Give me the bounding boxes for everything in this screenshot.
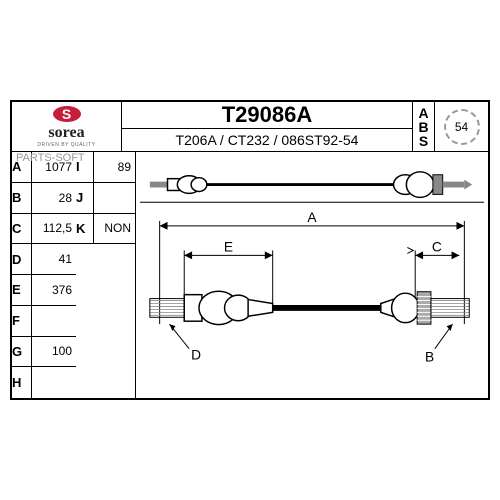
spec-row: F	[12, 306, 76, 337]
spec-key: J	[76, 183, 94, 213]
spec-row	[76, 367, 135, 398]
spec-value	[32, 306, 76, 336]
spec-value: NON	[94, 214, 135, 244]
dim-b-label: B	[425, 349, 434, 364]
header: S sorea DRIVEN BY QUALITY T29086A T206A …	[12, 102, 488, 152]
spec-row	[76, 306, 135, 337]
logo-area: S sorea DRIVEN BY QUALITY	[12, 102, 122, 151]
spec-row: G100	[12, 337, 76, 368]
watermark: PARTS-SOFT	[16, 152, 85, 164]
spec-value: 89	[94, 152, 135, 182]
part-number: T29086A	[122, 102, 412, 129]
spec-value: 28	[32, 183, 76, 213]
left-spline	[150, 299, 184, 318]
spec-key: G	[12, 337, 32, 367]
spec-table-right: I89JKNON	[76, 152, 136, 398]
dim-e-label: E	[224, 239, 233, 254]
body: A1077B28C112,5D41E376FG100H I89JKNON	[12, 152, 488, 398]
spec-row: E376	[12, 275, 76, 306]
spec-row: B28	[12, 183, 76, 214]
spec-table-left: A1077B28C112,5D41E376FG100H	[12, 152, 76, 398]
spec-row	[76, 337, 135, 368]
spec-value: 112,5	[32, 214, 76, 244]
title-area: T29086A T206A / CT232 / 086ST92-54	[122, 102, 413, 151]
spec-row: C112,5	[12, 214, 76, 245]
spec-key: K	[76, 214, 94, 244]
brand-name: sorea	[48, 124, 84, 142]
datasheet: S sorea DRIVEN BY QUALITY T29086A T206A …	[10, 100, 490, 400]
spec-key: H	[12, 367, 32, 398]
cross-reference: T206A / CT232 / 086ST92-54	[122, 129, 412, 151]
spec-row: D41	[12, 244, 76, 275]
abs-area: ABS 54	[413, 102, 488, 151]
abs-gear: 54	[435, 102, 488, 151]
spec-value	[94, 183, 135, 213]
spec-key: C	[12, 214, 32, 244]
brand-tagline: DRIVEN BY QUALITY	[37, 142, 95, 148]
spec-key: D	[12, 244, 32, 274]
dim-d-label: D	[191, 348, 201, 363]
logo-icon: S	[53, 106, 81, 122]
spec-value	[32, 367, 76, 398]
spec-row: J	[76, 183, 135, 214]
spec-row	[76, 275, 135, 306]
dim-c-label: C	[432, 239, 442, 254]
spec-row: H	[12, 367, 76, 398]
abs-label: ABS	[413, 102, 435, 151]
dim-a-label: A	[307, 210, 317, 225]
spec-value: 100	[32, 337, 76, 367]
spec-key: B	[12, 183, 32, 213]
right-spline	[431, 299, 469, 318]
spec-key: E	[12, 275, 32, 305]
gear-icon: 54	[444, 109, 480, 145]
diagram-area: A E C	[136, 152, 488, 398]
spec-value: 41	[32, 244, 76, 274]
drive-shaft-diagram: A E C	[140, 156, 484, 394]
spec-row: KNON	[76, 214, 135, 245]
spec-key: F	[12, 306, 32, 336]
spec-row	[76, 244, 135, 275]
spec-value: 376	[32, 275, 76, 305]
